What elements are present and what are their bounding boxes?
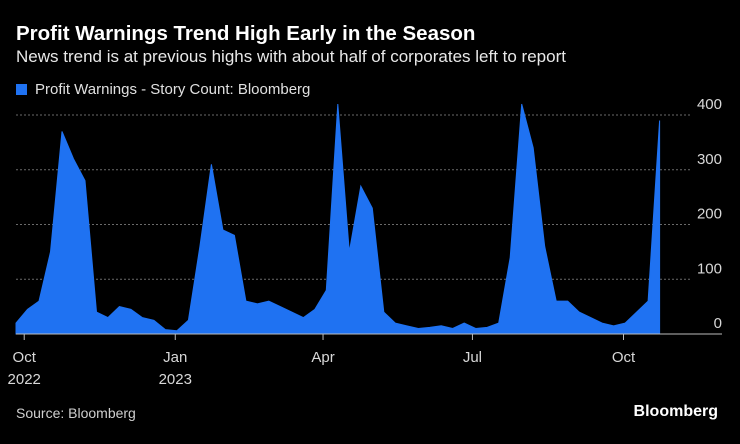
x-tick-label: Jul [463,349,482,366]
bloomberg-logo: Bloomberg [633,403,718,420]
x-tick-sublabel: 2022 [8,371,41,388]
y-tick-label: 400 [697,96,722,113]
x-tick-label: Oct [612,349,636,366]
y-tick-label: 0 [714,315,722,332]
y-tick-label: 200 [697,206,722,223]
x-tick-label: Oct [13,349,37,366]
legend-swatch [16,84,27,95]
source-note: Source: Bloomberg [16,405,136,421]
x-tick-label: Apr [311,349,334,366]
legend-label: Profit Warnings - Story Count: Bloomberg [35,81,311,98]
x-tick-sublabel: 2023 [159,371,192,388]
legend: Profit Warnings - Story Count: Bloomberg [16,81,310,98]
y-tick-label: 300 [697,151,722,168]
series-area [15,103,661,335]
x-tick-label: Jan [163,349,187,366]
chart-title: Profit Warnings Trend High Early in the … [16,22,476,45]
y-tick-label: 100 [697,260,722,277]
chart-subtitle: News trend is at previous highs with abo… [16,47,566,66]
